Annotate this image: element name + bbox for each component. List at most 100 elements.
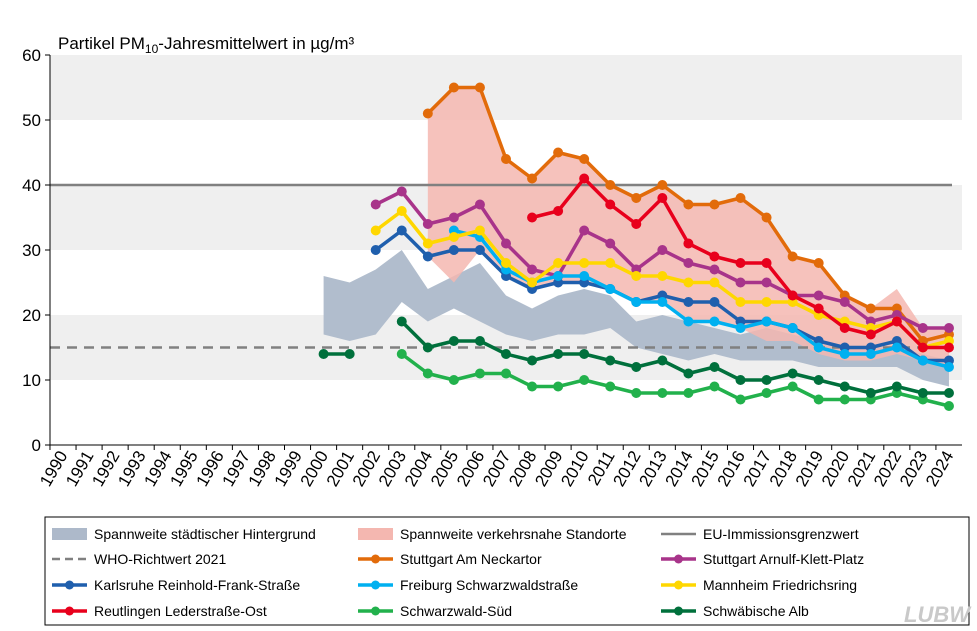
data-point — [474, 336, 485, 346]
data-point — [474, 225, 485, 236]
data-point — [839, 394, 850, 405]
data-point — [735, 394, 746, 405]
data-point — [943, 401, 954, 411]
data-point — [527, 381, 538, 392]
data-point — [605, 199, 616, 210]
data-point — [657, 388, 668, 398]
data-point — [448, 232, 459, 242]
data-point — [474, 199, 485, 210]
legend-entry: Stuttgart Am Neckartor — [358, 551, 542, 567]
data-series — [318, 82, 954, 411]
legend-marker — [65, 580, 74, 590]
data-point — [709, 381, 720, 392]
data-point — [501, 349, 511, 359]
data-point — [370, 245, 381, 255]
data-point — [579, 173, 590, 184]
chart-title: Partikel PM10-Jahresmittelwert in µg/m³ — [58, 34, 355, 56]
legend-entry: Freiburg Schwarzwaldstraße — [358, 577, 578, 593]
data-point — [813, 290, 824, 301]
data-point — [761, 277, 772, 288]
data-point — [474, 245, 485, 255]
data-point — [553, 258, 564, 268]
limit-lines — [50, 183, 952, 349]
data-point — [631, 219, 642, 229]
data-point — [839, 381, 850, 392]
data-point — [761, 297, 772, 307]
data-point — [761, 258, 772, 268]
data-point — [761, 375, 772, 385]
data-point — [813, 375, 824, 385]
legend-label: Karlsruhe Reinhold-Frank-Straße — [94, 577, 300, 593]
data-point — [709, 264, 720, 275]
data-point — [605, 381, 616, 392]
legend-marker — [674, 580, 683, 590]
data-point — [448, 375, 459, 385]
data-point — [787, 368, 798, 379]
chart-title-prefix: Partikel PM — [58, 34, 145, 53]
data-point — [344, 349, 355, 359]
y-tick-label: 0 — [32, 436, 41, 455]
legend-entry: EU-Immissionsgrenzwert — [661, 526, 859, 542]
data-point — [735, 277, 746, 288]
data-point — [865, 329, 876, 340]
data-point — [396, 316, 407, 327]
data-point — [448, 212, 459, 223]
data-point — [891, 342, 902, 353]
data-point — [527, 277, 538, 288]
data-point — [501, 258, 511, 268]
data-point — [683, 388, 694, 398]
data-point — [683, 238, 694, 249]
y-tick-label: 60 — [22, 46, 41, 65]
y-axis-ticks: 0 10 20 30 40 50 60 — [22, 46, 50, 455]
data-point — [553, 271, 564, 281]
data-point — [865, 388, 876, 398]
y-tick-label: 20 — [22, 306, 41, 325]
legend-label: Schwarzwald-Süd — [400, 603, 512, 619]
data-point — [865, 303, 876, 314]
data-point — [891, 381, 902, 392]
chart-title-suffix: -Jahresmittelwert in µg/m³ — [158, 34, 354, 53]
data-point — [657, 180, 668, 190]
data-point — [787, 323, 798, 333]
series-5 — [527, 173, 954, 353]
series-0 — [422, 82, 954, 346]
data-point — [422, 219, 433, 229]
data-point — [605, 180, 616, 190]
data-point — [579, 225, 590, 236]
series-6 — [396, 349, 954, 411]
data-point — [683, 297, 694, 307]
data-point — [579, 271, 590, 281]
legend-entry: Stuttgart Arnulf-Klett-Platz — [661, 551, 864, 567]
data-point — [501, 368, 511, 379]
data-point — [631, 362, 642, 372]
data-point — [787, 251, 798, 262]
legend: Spannweite städtischer Hintergrund Spannw… — [44, 516, 970, 626]
data-point — [422, 368, 433, 379]
data-point — [813, 394, 824, 405]
data-point — [813, 303, 824, 314]
legend-entry: Karlsruhe Reinhold-Frank-Straße — [52, 577, 300, 593]
legend-entry: WHO-Richtwert 2021 — [52, 551, 226, 567]
data-point — [527, 212, 538, 223]
data-point — [865, 349, 876, 359]
data-point — [761, 212, 772, 223]
data-point — [813, 342, 824, 353]
data-point — [527, 173, 538, 184]
legend-marker — [371, 580, 380, 590]
data-point — [683, 368, 694, 379]
data-point — [709, 316, 720, 327]
data-point — [657, 271, 668, 281]
series-line — [400, 352, 950, 408]
x-tick-label: 2024 — [922, 448, 957, 490]
data-point — [553, 206, 564, 216]
data-point — [735, 297, 746, 307]
data-point — [579, 349, 590, 359]
data-point — [605, 284, 616, 294]
legend-label: Freiburg Schwarzwaldstraße — [400, 577, 578, 593]
data-point — [527, 355, 538, 366]
x-tick-label: 2010 — [557, 448, 592, 490]
data-point — [683, 316, 694, 327]
data-point — [709, 199, 720, 210]
data-point — [709, 251, 720, 262]
data-point — [787, 290, 798, 301]
